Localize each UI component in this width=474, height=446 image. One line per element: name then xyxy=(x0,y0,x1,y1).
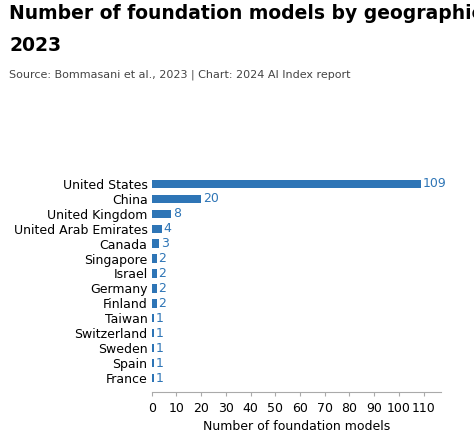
Text: Number of foundation models by geographic area,: Number of foundation models by geographi… xyxy=(9,4,474,24)
Bar xyxy=(152,285,156,293)
Bar xyxy=(152,359,154,368)
Bar xyxy=(152,224,162,233)
Text: 2: 2 xyxy=(159,282,166,295)
Bar xyxy=(152,254,156,263)
Text: Source: Bommasani et al., 2023 | Chart: 2024 AI Index report: Source: Bommasani et al., 2023 | Chart: … xyxy=(9,69,351,80)
Bar xyxy=(152,344,154,352)
Text: 2023: 2023 xyxy=(9,36,62,55)
X-axis label: Number of foundation models: Number of foundation models xyxy=(202,420,390,433)
Text: 1: 1 xyxy=(156,342,164,355)
Bar xyxy=(152,180,421,188)
Bar xyxy=(152,329,154,338)
Text: 8: 8 xyxy=(173,207,182,220)
Bar xyxy=(152,374,154,382)
Text: 2: 2 xyxy=(159,267,166,280)
Bar xyxy=(152,240,159,248)
Text: 1: 1 xyxy=(156,372,164,385)
Text: 3: 3 xyxy=(161,237,169,250)
Text: 1: 1 xyxy=(156,327,164,340)
Text: 20: 20 xyxy=(203,192,219,205)
Bar xyxy=(152,299,156,308)
Text: 1: 1 xyxy=(156,357,164,370)
Text: 2: 2 xyxy=(159,297,166,310)
Text: 109: 109 xyxy=(423,177,447,190)
Text: 4: 4 xyxy=(164,222,172,235)
Bar xyxy=(152,314,154,322)
Bar xyxy=(152,269,156,277)
Text: 1: 1 xyxy=(156,312,164,325)
Bar xyxy=(152,194,201,203)
Text: 2: 2 xyxy=(159,252,166,265)
Bar xyxy=(152,210,172,218)
